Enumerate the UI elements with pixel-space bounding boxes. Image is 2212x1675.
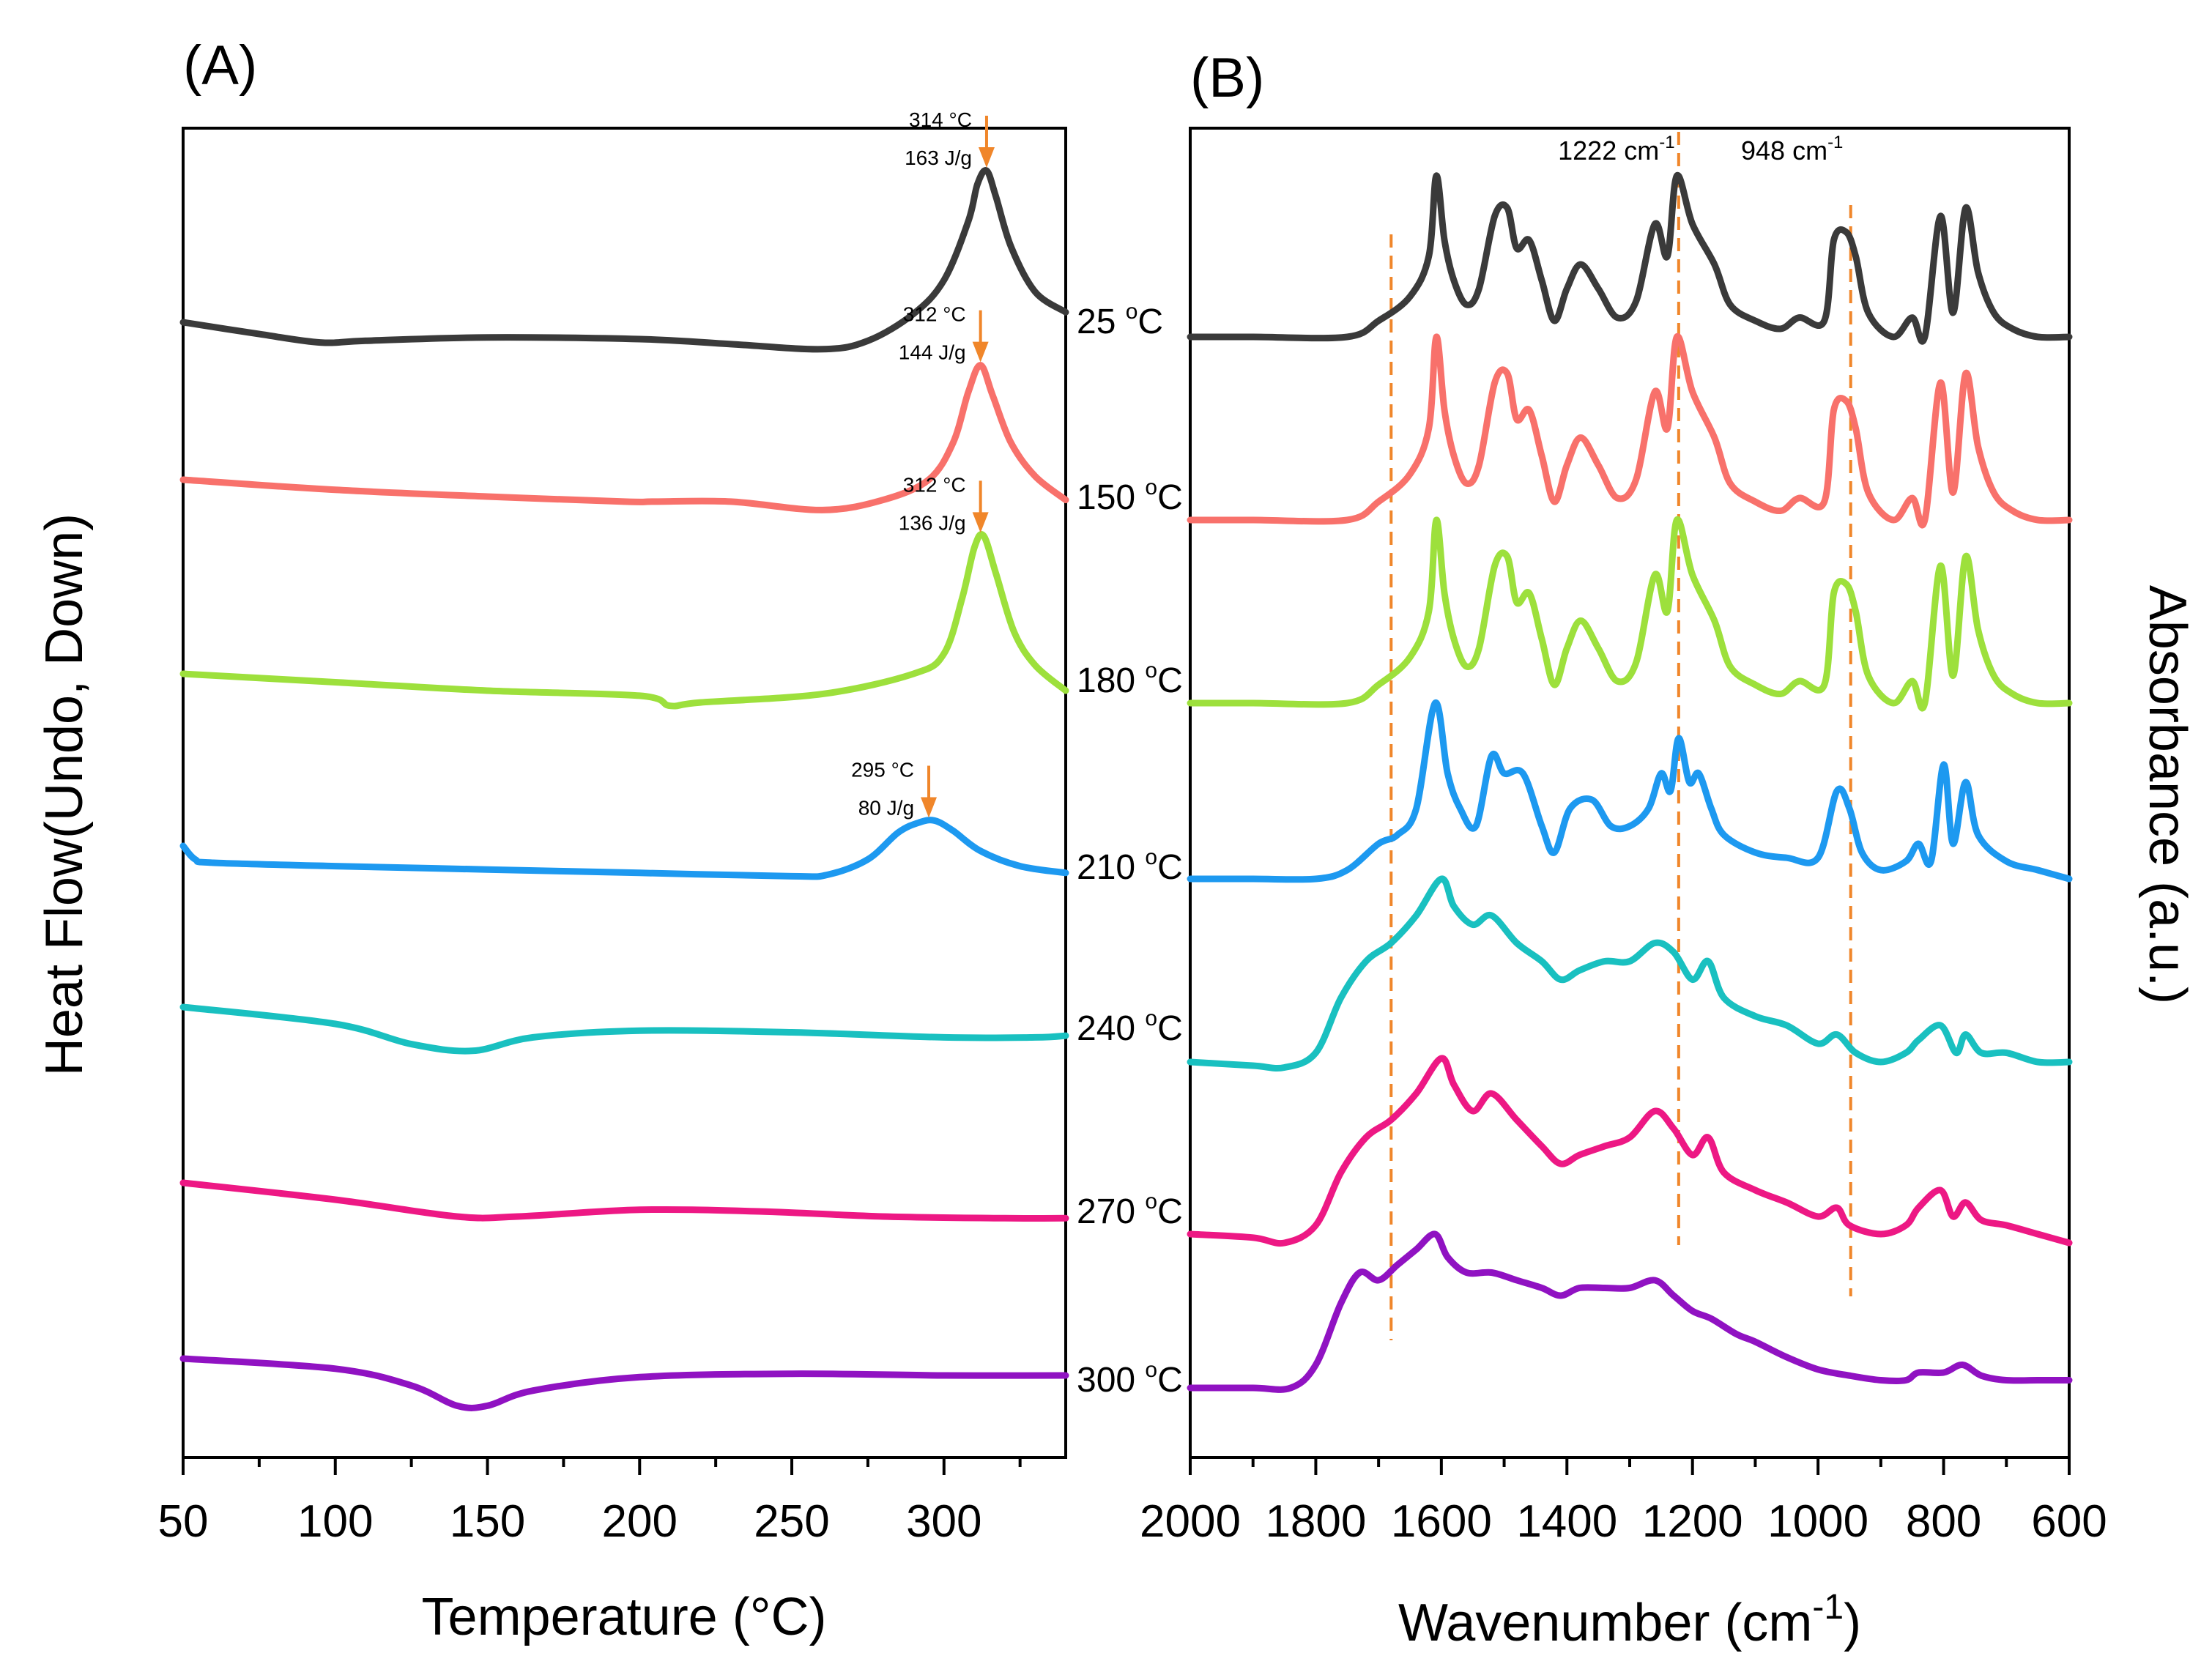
peak-arrow-head: [921, 797, 938, 818]
peak-temperature-label: 295 °C: [851, 759, 914, 781]
panel-b-tick-label: 2000: [1140, 1496, 1241, 1547]
panel-a-label: (A): [183, 34, 257, 97]
panel-a-series-line: [179, 1003, 1069, 1055]
panel-b-series-line: [1187, 333, 2073, 529]
temperature-unit: C: [1137, 302, 1163, 341]
panel-b-x-axis: 2000 1800 1600 1400 1200 1000 800 600: [1140, 1457, 2107, 1547]
panel-a-series-line: [179, 1179, 1069, 1222]
panel-b-tick-label: 1600: [1391, 1496, 1492, 1547]
panel-a-series-line: [179, 817, 1069, 880]
reference-line-value: 1222 cm: [1558, 135, 1659, 166]
panel-b-series-line: [1187, 699, 2073, 883]
degree-sign: o: [1126, 300, 1138, 324]
panel-b-x-axis-title-sup: -1: [1812, 1588, 1844, 1627]
panel-b-tick-label: 1800: [1265, 1496, 1366, 1547]
panel-b-line-labels: 1222 cm-1 948 cm-1: [1558, 133, 1843, 166]
panel-b-label: (B): [1190, 47, 1264, 109]
temperature-unit: C: [1157, 478, 1183, 517]
panel-b-series-line: [1187, 1055, 2073, 1247]
peak-annotation: 314 °C 163 J/g: [905, 108, 995, 169]
panel-a-x-axis: 50 100 150 200 250 300: [158, 1457, 1022, 1547]
panel-b-x-axis-title: Wavenumber (cm-1): [1398, 1588, 1861, 1652]
panel-b-series: [1187, 172, 2073, 1393]
temperature-unit: C: [1157, 1361, 1183, 1400]
temperature-label: 300 oC: [1077, 1358, 1183, 1400]
reference-line-unit-sup: -1: [1659, 133, 1674, 152]
peak-temperature-label: 312 °C: [903, 473, 966, 496]
temperature-unit: C: [1157, 1192, 1183, 1231]
panel-a-series-line: [179, 362, 1069, 513]
panel-a-series-line: [179, 1355, 1069, 1411]
peak-enthalpy-label: 144 J/g: [899, 341, 966, 364]
temperature-unit: C: [1157, 1009, 1183, 1048]
peak-temperature-label: 312 °C: [903, 303, 966, 326]
panel-b-tick-label: 800: [1906, 1496, 1981, 1547]
temperature-value: 240: [1077, 1009, 1145, 1048]
peak-arrow-head: [972, 512, 989, 533]
panel-a-series-line: [179, 530, 1069, 710]
temperature-value: 180: [1077, 661, 1145, 700]
panel-b-x-axis-title-close: ): [1844, 1594, 1861, 1652]
panel-b-tick-label: 600: [2031, 1496, 2107, 1547]
panel-b-tick-label: 1200: [1642, 1496, 1743, 1547]
panel-a-y-axis-title: Heat Flow(Undo, Down): [35, 513, 94, 1076]
panel-a-tick-label: 200: [602, 1496, 678, 1547]
peak-annotation: 312 °C 144 J/g: [899, 303, 989, 364]
peak-enthalpy-label: 80 J/g: [858, 797, 914, 820]
panel-b-reference-lines: [1389, 132, 1852, 1340]
peak-annotation: 312 °C 136 J/g: [899, 473, 989, 534]
panel-a-series: [179, 167, 1069, 1411]
panel-b-series-line: [1187, 875, 2073, 1072]
panel-a-series-line: [179, 167, 1069, 353]
panel-b-series-line: [1187, 516, 2073, 712]
panel-a-tick-label: 50: [158, 1496, 209, 1547]
temperature-value: 210: [1077, 848, 1145, 887]
panel-a-frame: [182, 127, 1067, 1459]
reference-line-label: 1222 cm-1: [1558, 133, 1674, 166]
degree-sign: o: [1145, 1006, 1157, 1030]
temperature-label: 210 oC: [1077, 845, 1183, 887]
temperature-value: 150: [1077, 478, 1145, 517]
panel-a-tick-label: 250: [754, 1496, 829, 1547]
panel-b-series-line: [1187, 172, 2073, 345]
temperature-value: 25: [1077, 302, 1126, 341]
temperature-label: 25 oC: [1077, 300, 1163, 341]
peak-enthalpy-label: 163 J/g: [905, 146, 972, 169]
temperature-label: 270 oC: [1077, 1189, 1183, 1231]
peak-annotation: 295 °C 80 J/g: [851, 759, 938, 820]
reference-line-value: 948 cm: [1741, 135, 1827, 166]
temperature-unit: C: [1157, 848, 1183, 887]
degree-sign: o: [1145, 845, 1157, 869]
temperature-label: 180 oC: [1077, 658, 1183, 700]
peak-arrow-head: [972, 341, 989, 363]
degree-sign: o: [1145, 1189, 1157, 1214]
panel-a-tick-label: 150: [450, 1496, 525, 1547]
temperature-unit: C: [1157, 661, 1183, 700]
panel-b-series-line: [1187, 1230, 2073, 1393]
panel-b-tick-label: 1400: [1516, 1496, 1617, 1547]
reference-line-label: 948 cm-1: [1741, 133, 1843, 166]
peak-arrow-head: [978, 147, 995, 168]
panel-b-tick-label: 1000: [1767, 1496, 1868, 1547]
panel-a-tick-label: 300: [906, 1496, 981, 1547]
temperature-value: 270: [1077, 1192, 1145, 1231]
temperature-label: 240 oC: [1077, 1006, 1183, 1048]
temperature-label: 150 oC: [1077, 475, 1183, 517]
temperature-value: 300: [1077, 1361, 1145, 1400]
panel-a-tick-label: 100: [297, 1496, 373, 1547]
panel-a-annotations: 314 °C 163 J/g 312 °C 144 J/g 312 °C 136 J/g 2…: [851, 108, 995, 820]
peak-temperature-label: 314 °C: [909, 108, 972, 131]
degree-sign: o: [1145, 658, 1157, 683]
degree-sign: o: [1145, 475, 1157, 499]
panel-a-x-axis-title: Temperature (°C): [422, 1588, 827, 1646]
panel-b-y-axis-title: Absorbance (a.u.): [2138, 585, 2197, 1004]
panel-b-x-axis-title-main: Wavenumber (cm: [1398, 1594, 1812, 1652]
degree-sign: o: [1145, 1358, 1157, 1382]
peak-enthalpy-label: 136 J/g: [899, 511, 966, 534]
reference-line-unit-sup: -1: [1827, 133, 1843, 152]
